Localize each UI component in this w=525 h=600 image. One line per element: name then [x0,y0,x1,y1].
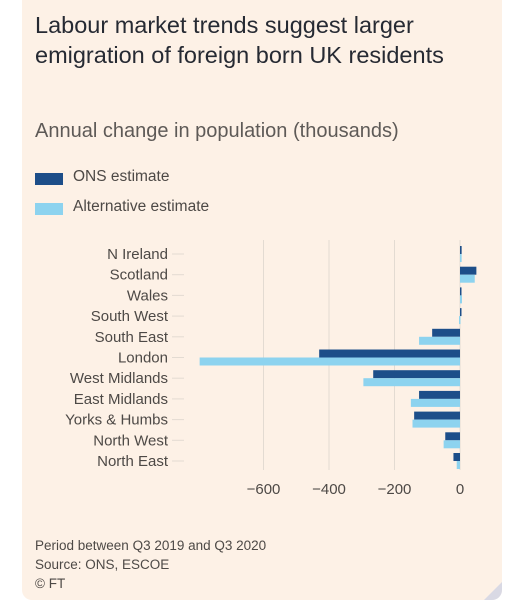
footer-credit: © FT [35,576,66,591]
bar-ons [373,370,460,379]
bar-alternative [460,254,462,262]
bar-ons [445,432,460,441]
x-tick-label: −400 [312,481,346,498]
x-tick-label: −600 [247,481,281,498]
category-label: South East [95,329,169,346]
bar-ons [460,308,462,317]
category-label: South West [91,308,169,325]
bar-ons [460,246,462,254]
category-label: Yorks & Humbs [65,412,168,429]
x-tick-label: 0 [456,481,464,498]
category-label: North East [97,453,169,470]
corner-fold-icon [484,582,502,600]
legend-label-ons: ONS estimate [73,168,170,185]
bar-ons [460,287,462,296]
footer: Period between Q3 2019 and Q3 2020 Sourc… [35,536,266,593]
legend-swatch-alt [35,203,63,215]
bar-ons [319,349,460,358]
bar-alternative [460,274,475,283]
legend-label-alt: Alternative estimate [73,198,210,215]
category-label: Scotland [110,267,168,284]
bar-ons [414,411,460,420]
chart-card: Labour market trends suggest larger emig… [22,0,502,600]
bar-ons [419,390,460,399]
bar-alternative [456,461,460,469]
bar-ons [453,453,460,461]
category-label: West Midlands [70,370,168,387]
category-label: North West [93,432,169,449]
bar-alternative [199,357,460,366]
bar-alternative [363,378,460,387]
x-tick-label: −200 [378,481,412,498]
legend-swatch-ons [35,173,63,185]
chart-title: Labour market trends suggest larger emig… [35,12,444,68]
category-label: East Midlands [74,391,168,408]
bar-alternative [419,336,460,345]
category-label: Wales [127,287,168,304]
chart-subtitle: Annual change in population (thousands) [35,120,399,142]
bar-ons [460,266,477,275]
bar-ons [432,328,460,337]
category-label: N Ireland [107,246,168,263]
category-label: London [118,350,168,367]
bar-alternative [412,419,460,428]
footer-source: Source: ONS, ESCOE [35,557,170,572]
bar-chart: −600 −400 −200 0 N Ireland Scotland Wales South… [65,240,477,498]
bar-alternative [460,295,462,304]
bar-alternative [459,316,461,325]
bar-alternative [443,440,460,449]
bar-alternative [410,398,460,407]
footer-period: Period between Q3 2019 and Q3 2020 [35,538,267,553]
